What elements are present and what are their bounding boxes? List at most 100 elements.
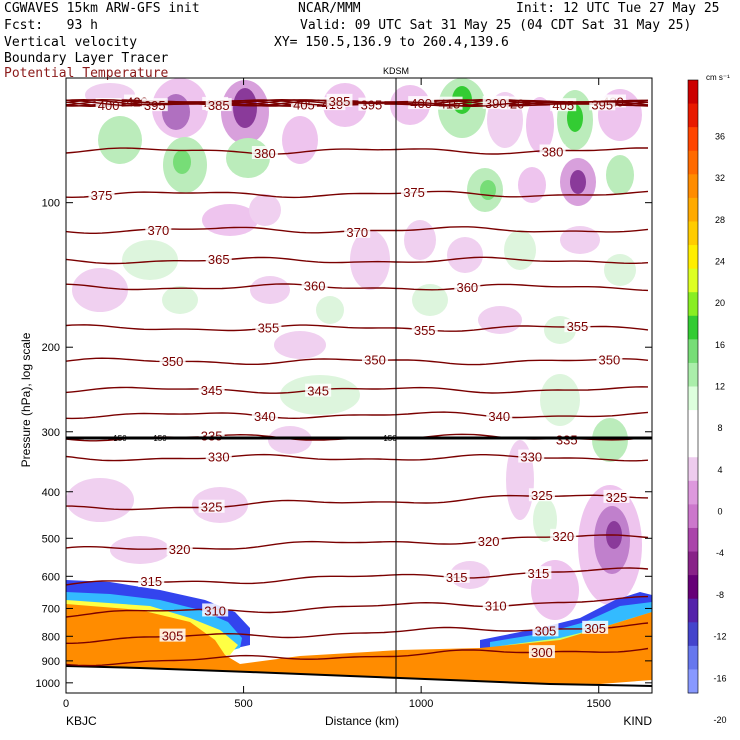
theta-contour-label: 375	[91, 188, 113, 203]
ww-blob	[233, 88, 257, 128]
theta-contour-label: 335	[201, 428, 223, 443]
theta-label-bg	[251, 146, 278, 160]
colorbar-swatch	[688, 197, 698, 222]
theta-contour-label: 365	[208, 252, 230, 267]
y-tick-label: 900	[42, 656, 60, 668]
theta-contour: 355 355 355	[66, 319, 649, 338]
ww-blob	[122, 240, 178, 280]
colorbar-swatch	[688, 669, 698, 694]
ww-blob	[66, 478, 134, 522]
theta-contour-label: 300	[531, 645, 553, 660]
colorbar-swatch	[688, 480, 698, 505]
theta-contour: 365	[66, 252, 649, 267]
theta-label-bg	[301, 278, 328, 292]
colorbar-swatch	[688, 80, 698, 105]
theta-label-bg	[344, 224, 371, 238]
theta-contour-label: 320	[169, 542, 191, 557]
theta-contour-label: 320	[478, 534, 500, 549]
theta-contour: 380 380	[66, 144, 649, 161]
theta-contour-line	[66, 324, 649, 332]
theta-label-bg	[443, 569, 470, 583]
axes: 0 500 1000 1500 100 200 300 400 500 600 700 800 900 1…	[36, 78, 652, 710]
x-axis-title: Distance (km)	[325, 714, 399, 728]
colorbar-tick-label: -20	[713, 715, 726, 725]
terrain	[66, 666, 652, 693]
y-axis-title: Pressure (hPa), log scale	[19, 332, 33, 467]
theta-contour-label: 335	[556, 433, 578, 448]
theta-contour: 325 325 325	[66, 488, 649, 515]
potential-temperature-contours: 4204204204154154104054054004003953953953…	[66, 93, 649, 667]
theta-contour: 385 385	[66, 93, 649, 113]
theta-contour-label: 355	[258, 321, 280, 336]
theta-contour-label: 340	[254, 409, 276, 424]
theta-label-bg	[205, 252, 232, 266]
theta-contour-label: 305	[584, 621, 606, 636]
theta-contour-label: 310	[204, 603, 226, 618]
theta-label-bg	[603, 489, 630, 503]
theta-label-bg	[528, 488, 555, 502]
colorbar-swatch	[688, 504, 698, 529]
theta-label-bg	[582, 620, 609, 634]
theta-label-bg	[205, 449, 232, 463]
colorbar-tick-label: -12	[713, 632, 726, 642]
theta-contour: 375 375	[66, 184, 649, 203]
plot-frame	[65, 77, 653, 694]
theta-contour-label: 360	[456, 280, 478, 295]
ww-blob	[268, 426, 312, 454]
colorbar-frame	[687, 79, 699, 694]
theta-contour-label: 305	[535, 623, 557, 638]
colorbar-swatch	[688, 575, 698, 600]
ww-blob	[282, 116, 318, 164]
theta-label-bg	[159, 354, 186, 368]
colorbar-swatch	[688, 362, 698, 387]
field-potential-temperature: Potential Temperature	[4, 66, 169, 81]
theta-label-bg	[159, 628, 186, 642]
ww-blob	[249, 194, 281, 226]
theta-contour-label: 340	[488, 409, 510, 424]
ww-blob	[412, 284, 448, 316]
ww-blob	[560, 226, 600, 254]
theta-label-bg	[411, 323, 438, 337]
theta-label-bg	[401, 184, 428, 198]
ww-blob	[604, 254, 636, 286]
colorbar-swatch	[688, 245, 698, 270]
theta-label-bg	[251, 409, 278, 423]
init-time: Init: 12 UTC Tue 27 May 25	[516, 1, 720, 16]
terrain-outline	[66, 665, 652, 687]
ww-blob	[350, 230, 390, 290]
theta-label-bg	[525, 566, 552, 580]
ww-blob	[110, 536, 170, 564]
colorbar-swatch	[688, 315, 698, 340]
colorbar: 36 32 28 24 20 16 12 8 4 0 -4 -8 -12 -16 -20	[687, 79, 727, 725]
theta-contour-line	[66, 357, 649, 366]
theta-contour-label: 390	[485, 96, 507, 111]
theta-label-bg	[198, 382, 225, 396]
colorbar-swatch	[688, 339, 698, 364]
theta-contour-label: 345	[201, 383, 223, 398]
theta-contour: 350 350 350	[66, 352, 649, 369]
colorbar-swatch	[688, 292, 698, 317]
colorbar-tick-label: 36	[715, 131, 725, 141]
theta-label-bg	[539, 144, 566, 158]
valid-time: Valid: 09 UTC Sat 31 May 25 (04 CDT Sat …	[300, 18, 692, 33]
station-marker-label: KDSM	[383, 66, 409, 76]
theta-label-bg	[454, 280, 481, 294]
colorbar-swatch	[688, 103, 698, 128]
theta-label-bg	[166, 542, 193, 556]
tropopause-label: 150	[383, 434, 397, 443]
theta-label-bg	[564, 319, 591, 333]
x-tick-label: 0	[63, 698, 69, 710]
ww-blob	[478, 306, 522, 334]
theta-contour: 370 370	[66, 222, 649, 240]
colorbar-tick-label: 16	[715, 340, 725, 350]
org-label: NCAR/MMM	[298, 1, 361, 16]
theta-contour-label: 305	[162, 629, 184, 644]
colorbar-tick-label: -16	[713, 673, 726, 683]
theta-contour-line	[66, 386, 649, 394]
theta-contour: 310 310	[66, 595, 649, 618]
theta-label-bg	[361, 352, 388, 366]
ww-blob	[404, 220, 436, 260]
theta-contour-line	[66, 283, 649, 292]
theta-label-bg	[326, 93, 353, 107]
colorbar-swatch	[688, 527, 698, 553]
